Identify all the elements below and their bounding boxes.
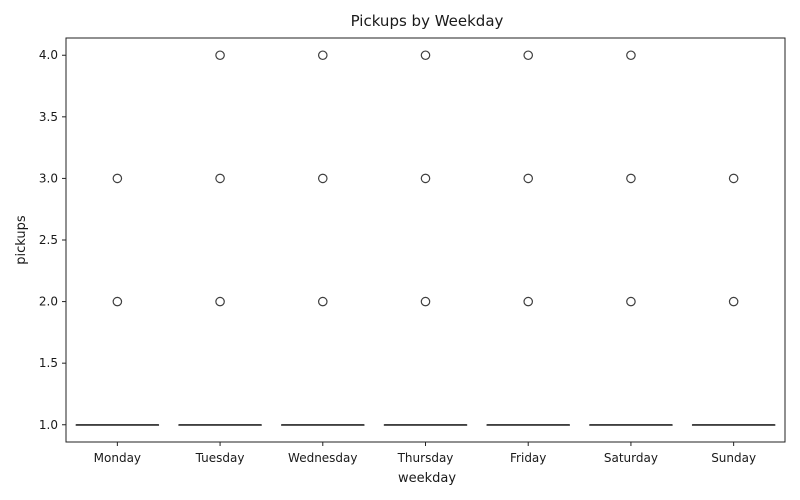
outlier-point bbox=[420, 50, 431, 61]
plot-area-frame bbox=[65, 37, 786, 443]
box-friday bbox=[486, 50, 570, 426]
y-tick-label: 2.0 bbox=[39, 295, 58, 309]
box-wednesday bbox=[281, 50, 365, 426]
outlier-point bbox=[420, 296, 431, 307]
outlier-point bbox=[626, 296, 636, 307]
box-thursday bbox=[383, 50, 468, 426]
y-axis-label: pickups bbox=[14, 215, 29, 265]
y-tick-label: 4.0 bbox=[39, 48, 58, 62]
x-tick-label: Thursday bbox=[397, 451, 454, 465]
outlier-point bbox=[523, 173, 534, 184]
x-tick-label: Friday bbox=[510, 451, 546, 465]
outlier-point bbox=[112, 173, 123, 184]
box-monday bbox=[75, 173, 160, 426]
x-tick-label: Tuesday bbox=[195, 451, 245, 465]
y-tick-label: 1.0 bbox=[39, 418, 58, 432]
outlier-point bbox=[626, 50, 636, 61]
chart-title: Pickups by Weekday bbox=[351, 12, 504, 30]
outlier-point bbox=[317, 50, 328, 61]
box-sunday bbox=[691, 173, 776, 426]
x-axis: Monday Tuesday Wednesday Thursday Friday Satu… bbox=[94, 442, 756, 465]
x-tick-label: Wednesday bbox=[288, 451, 357, 465]
box-series bbox=[75, 50, 776, 426]
outlier-point bbox=[317, 173, 328, 184]
box-tuesday bbox=[178, 50, 262, 426]
outlier-point bbox=[523, 296, 534, 307]
y-axis: 1.0 1.5 2.0 2.5 3.0 3.5 4.0 bbox=[39, 48, 66, 432]
box-saturday bbox=[589, 50, 673, 426]
outlier-point bbox=[420, 173, 431, 184]
y-tick-label: 2.5 bbox=[39, 233, 58, 247]
outlier-point bbox=[523, 50, 534, 61]
outlier-point bbox=[728, 173, 739, 184]
outlier-point bbox=[317, 296, 328, 307]
x-tick-label: Sunday bbox=[711, 451, 756, 465]
y-tick-label: 3.5 bbox=[39, 110, 58, 124]
outlier-point bbox=[215, 173, 225, 184]
outlier-point bbox=[215, 50, 225, 61]
y-tick-label: 1.5 bbox=[39, 356, 58, 370]
x-tick-label: Saturday bbox=[604, 451, 658, 465]
x-tick-label: Monday bbox=[94, 451, 141, 465]
y-tick-label: 3.0 bbox=[39, 171, 58, 185]
outlier-point bbox=[626, 173, 636, 184]
outlier-point bbox=[215, 296, 225, 307]
outlier-point bbox=[728, 296, 739, 307]
outlier-point bbox=[112, 296, 123, 307]
x-axis-label: weekday bbox=[398, 471, 456, 486]
